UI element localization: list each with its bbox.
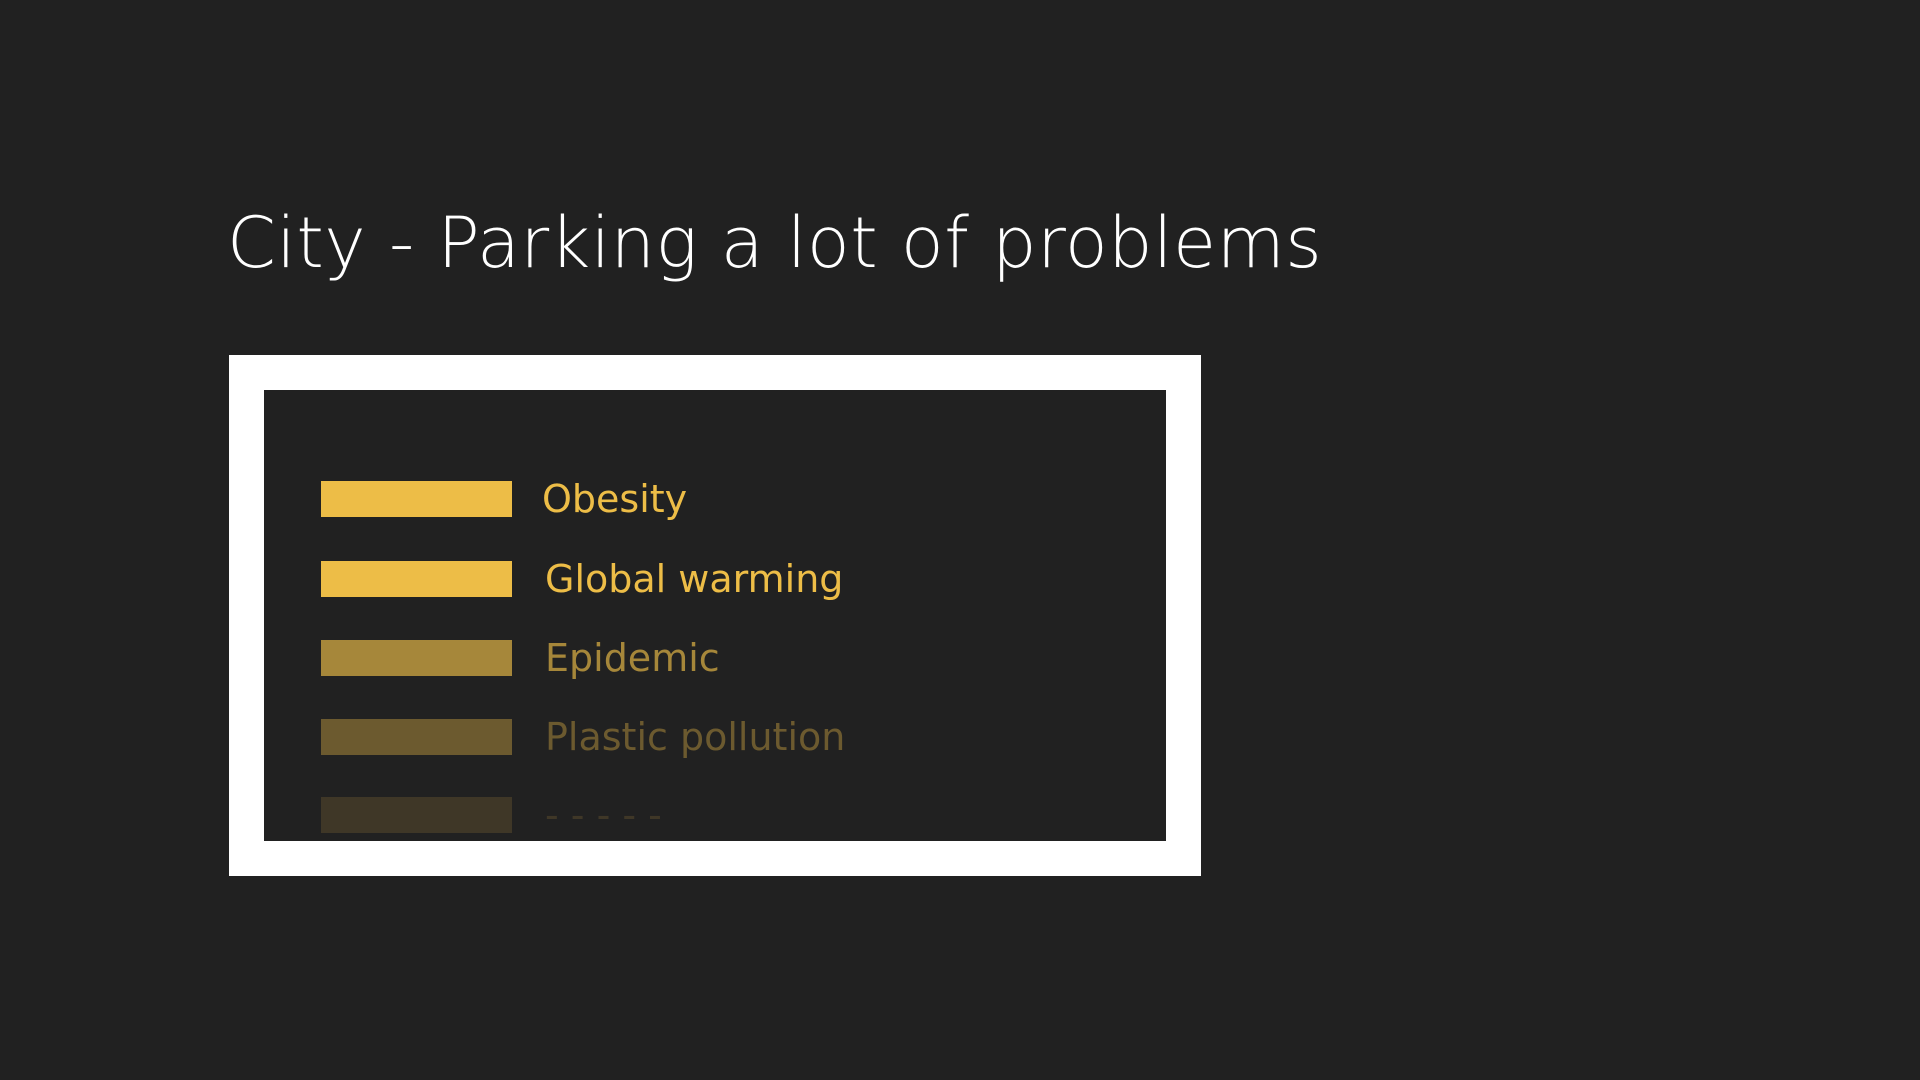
legend-box: Obesity Global warming Epidemic Plastic … — [229, 355, 1201, 876]
legend-swatch — [321, 640, 512, 676]
legend-label: Global warming — [545, 557, 844, 601]
legend-item-plastic-pollution: Plastic pollution — [321, 715, 846, 759]
legend-item-epidemic: Epidemic — [321, 636, 720, 680]
legend-swatch — [321, 561, 512, 597]
legend-label: Epidemic — [545, 636, 720, 680]
legend-item-placeholder: - - - - - — [321, 793, 662, 837]
legend-item-obesity: Obesity — [321, 477, 688, 521]
legend-swatch — [321, 797, 512, 833]
legend-swatch — [321, 481, 512, 517]
legend-label: - - - - - — [545, 793, 662, 837]
legend-swatch — [321, 719, 512, 755]
legend-item-global-warming: Global warming — [321, 557, 844, 601]
slide-title: City - Parking a lot of problems — [227, 202, 1323, 284]
legend-label: Plastic pollution — [545, 715, 846, 759]
legend-label: Obesity — [542, 477, 688, 521]
